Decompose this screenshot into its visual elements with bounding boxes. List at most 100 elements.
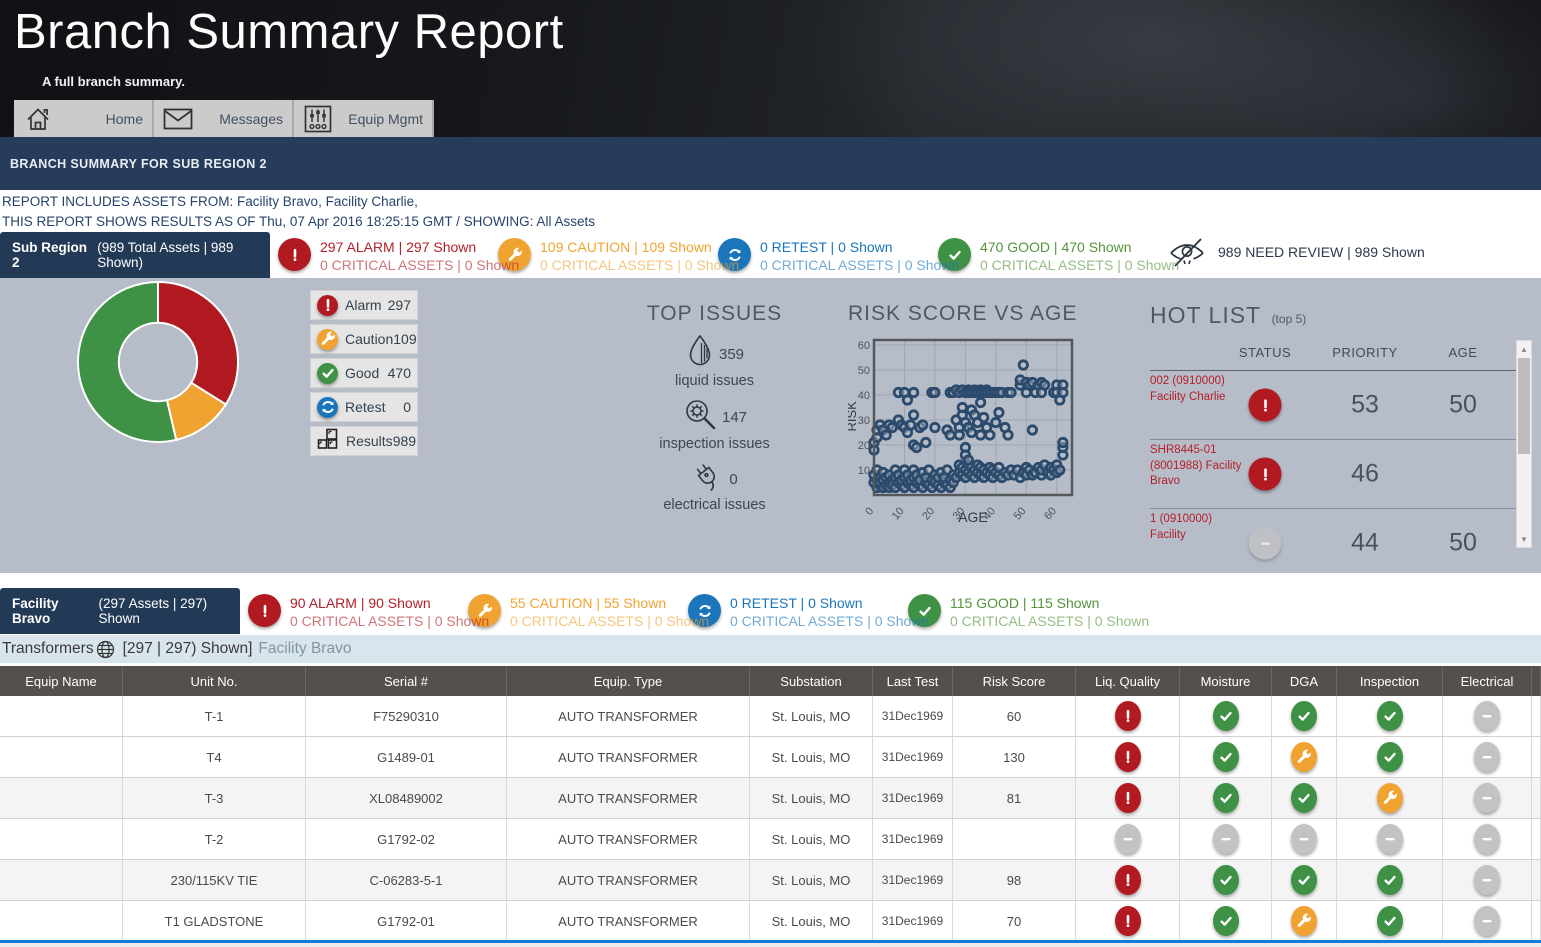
region-tab-counts: (989 Total Assets | 989 Shown) bbox=[97, 240, 234, 270]
legend-label: Good bbox=[345, 365, 380, 381]
scroll-up-arrow[interactable]: ▲ bbox=[1520, 344, 1528, 354]
hot-list-priority: 46 bbox=[1351, 459, 1379, 488]
legend-item-alarm[interactable]: Alarm 297 bbox=[310, 290, 418, 320]
good-status-icon bbox=[1212, 906, 1239, 936]
table-row[interactable]: T-1 F75290310 AUTO TRANSFORMER St. Louis, M… bbox=[0, 696, 1541, 737]
table-column-equip-name[interactable]: Equip Name bbox=[0, 666, 123, 696]
cell-substation: St. Louis, MO bbox=[750, 901, 873, 941]
good-summary-badge[interactable]: 470 GOOD | 470 Shown 0 CRITICAL ASSETS | … bbox=[938, 232, 1179, 278]
legend-item-results[interactable]: Results 989 bbox=[310, 426, 418, 456]
retest-summary-badge[interactable]: 0 RETEST | 0 Shown 0 CRITICAL ASSETS | 0 … bbox=[688, 588, 929, 634]
cell-substation: St. Louis, MO bbox=[750, 819, 873, 859]
good-status-icon bbox=[1291, 701, 1317, 731]
table-column-dga[interactable]: DGA bbox=[1272, 666, 1337, 696]
scrollbar-thumb[interactable] bbox=[1518, 358, 1530, 454]
retest-icon bbox=[317, 396, 338, 418]
legend-item-caution[interactable]: Caution 109 bbox=[310, 324, 418, 354]
hot-list-rows: 002 (0910000) Facility Charlie 53 50 SHR844… bbox=[1150, 371, 1516, 573]
need-review-filter[interactable]: 989 NEED REVIEW | 989 Shown bbox=[1164, 232, 1425, 278]
badge-line2: 0 CRITICAL ASSETS | 0 Shown bbox=[730, 613, 930, 629]
svg-text:10: 10 bbox=[858, 465, 870, 477]
donut-legend: Alarm 297 Caution 109 Good 470 Retest 0 Results 9… bbox=[310, 290, 418, 460]
table-row[interactable]: T4 G1489-01 AUTO TRANSFORMER St. Louis, MO 3… bbox=[0, 737, 1541, 778]
table-column-substation[interactable]: Substation bbox=[750, 666, 873, 696]
legend-item-retest[interactable]: Retest 0 bbox=[310, 392, 418, 422]
table-row[interactable]: T1 GLADSTONE G1792-01 AUTO TRANSFORMER St. … bbox=[0, 901, 1541, 942]
cell-equip-type: AUTO TRANSFORMER bbox=[507, 737, 750, 777]
caution-summary-badge[interactable]: 109 CAUTION | 109 Shown 0 CRITICAL ASSETS… bbox=[498, 232, 739, 278]
nav-tab-messages[interactable]: Messages bbox=[154, 100, 294, 137]
good-summary-badge[interactable]: 115 GOOD | 115 Shown 0 CRITICAL ASSETS | … bbox=[908, 588, 1149, 634]
hot-list-asset-name[interactable]: 1 (0910000) Facility bbox=[1150, 513, 1213, 541]
hot-list-asset-name[interactable]: 002 (0910000) Facility Charlie bbox=[1150, 375, 1226, 403]
nav-tab-home[interactable]: Home bbox=[14, 100, 154, 137]
cell-unit-no: 230/115KV TIE bbox=[123, 860, 306, 900]
badge-line1: 0 RETEST | 0 Shown bbox=[760, 239, 893, 255]
cell-moisture-status bbox=[1180, 778, 1272, 818]
hot-list-status bbox=[1248, 457, 1282, 491]
table-column-serial-[interactable]: Serial # bbox=[306, 666, 507, 696]
hot-list-scrollbar[interactable]: ▲ ▼ bbox=[1516, 340, 1532, 548]
cell-substation: St. Louis, MO bbox=[750, 696, 873, 736]
table-row[interactable]: 230/115KV TIE C-06283-5-1 AUTO TRANSFORMER… bbox=[0, 860, 1541, 901]
alarm-icon bbox=[317, 294, 338, 316]
cell-liq-quality-status bbox=[1076, 819, 1180, 859]
nav-tab-label: Equip Mgmt bbox=[348, 110, 423, 127]
cell-equip-name bbox=[0, 778, 123, 818]
table-column-unit-no-[interactable]: Unit No. bbox=[123, 666, 306, 696]
table-column-risk-score[interactable]: Risk Score bbox=[953, 666, 1076, 696]
badge-line2: 0 CRITICAL ASSETS | 0 Shown bbox=[320, 257, 520, 273]
hot-list-asset-name[interactable]: SHR8445-01 (8001988) Facility Bravo bbox=[1150, 444, 1242, 487]
hot-list-row[interactable]: SHR8445-01 (8001988) Facility Bravo 46 bbox=[1150, 440, 1516, 509]
badge-texts: 55 CAUTION | 55 Shown 0 CRITICAL ASSETS |… bbox=[510, 594, 709, 630]
badge-line2: 0 CRITICAL ASSETS | 0 Shown bbox=[760, 257, 960, 273]
caution-status-icon bbox=[1291, 906, 1317, 936]
scroll-down-arrow[interactable]: ▼ bbox=[1520, 534, 1528, 544]
table-column-liq-quality[interactable]: Liq. Quality bbox=[1076, 666, 1180, 696]
good-status-icon bbox=[1212, 701, 1239, 731]
cell-electrical-status bbox=[1443, 778, 1532, 818]
caution-summary-badge[interactable]: 55 CAUTION | 55 Shown 0 CRITICAL ASSETS |… bbox=[468, 588, 709, 634]
alarm-summary-badge[interactable]: 297 ALARM | 297 Shown 0 CRITICAL ASSETS |… bbox=[278, 232, 519, 278]
risk-chart-title: RISK SCORE VS AGE bbox=[848, 302, 1078, 325]
badge-texts: 90 ALARM | 90 Shown 0 CRITICAL ASSETS | 0… bbox=[290, 594, 489, 630]
table-column-last-test[interactable]: Last Test bbox=[873, 666, 953, 696]
hot-list-row[interactable]: 002 (0910000) Facility Charlie 53 50 bbox=[1150, 371, 1516, 440]
table-row[interactable]: T-3 XL08489002 AUTO TRANSFORMER St. Louis, … bbox=[0, 778, 1541, 819]
top-issue-head: 0 bbox=[622, 460, 807, 499]
legend-value: 297 bbox=[387, 297, 411, 313]
need-review-text: 989 NEED REVIEW | 989 Shown bbox=[1218, 244, 1425, 260]
facility-status-row: Facility Bravo (297 Assets | 297) Shown … bbox=[0, 588, 1541, 634]
page-subtitle: A full branch summary. bbox=[42, 74, 186, 89]
caution-icon bbox=[317, 328, 338, 350]
cell-unit-no: T1 GLADSTONE bbox=[123, 901, 306, 941]
table-body: T-1 F75290310 AUTO TRANSFORMER St. Louis, M… bbox=[0, 696, 1541, 942]
table-column-moisture[interactable]: Moisture bbox=[1180, 666, 1272, 696]
alarm-status-icon bbox=[1248, 388, 1282, 422]
home-icon bbox=[23, 105, 53, 133]
cell-electrical-status bbox=[1443, 737, 1532, 777]
top-issue-electrical-issues: 0 electrical issues bbox=[622, 460, 807, 513]
transformers-facility-link[interactable]: Facility Bravo bbox=[258, 640, 352, 657]
good-status-icon bbox=[1376, 701, 1403, 731]
cell-serial: G1792-01 bbox=[306, 901, 507, 941]
nav-tab-equip-mgmt[interactable]: Equip Mgmt bbox=[294, 100, 434, 137]
region-tab[interactable]: Sub Region 2 (989 Total Assets | 989 Sho… bbox=[0, 232, 270, 278]
cell-moisture-status bbox=[1180, 737, 1272, 777]
table-column-inspection[interactable]: Inspection bbox=[1337, 666, 1443, 696]
facility-tab[interactable]: Facility Bravo (297 Assets | 297) Shown bbox=[0, 588, 240, 634]
alarm-summary-badge[interactable]: 90 ALARM | 90 Shown 0 CRITICAL ASSETS | 0… bbox=[248, 588, 489, 634]
hot-list-row[interactable]: 1 (0910000) Facility 44 50 bbox=[1150, 509, 1516, 573]
top-issue-head: 359 bbox=[622, 334, 807, 375]
good-status-icon bbox=[1212, 865, 1239, 895]
cell-equip-name bbox=[0, 737, 123, 777]
table-row-gutter bbox=[1532, 860, 1541, 900]
table-column-equip-type[interactable]: Equip. Type bbox=[507, 666, 750, 696]
legend-item-good[interactable]: Good 470 bbox=[310, 358, 418, 388]
na-status-icon bbox=[1376, 824, 1403, 854]
hot-list-subtitle: (top 5) bbox=[1271, 312, 1307, 326]
facility-tab-name: Facility Bravo bbox=[12, 596, 59, 626]
retest-summary-badge[interactable]: 0 RETEST | 0 Shown 0 CRITICAL ASSETS | 0 … bbox=[718, 232, 959, 278]
table-column-electrical[interactable]: Electrical bbox=[1443, 666, 1532, 696]
table-row[interactable]: T-2 G1792-02 AUTO TRANSFORMER St. Louis, MO… bbox=[0, 819, 1541, 860]
